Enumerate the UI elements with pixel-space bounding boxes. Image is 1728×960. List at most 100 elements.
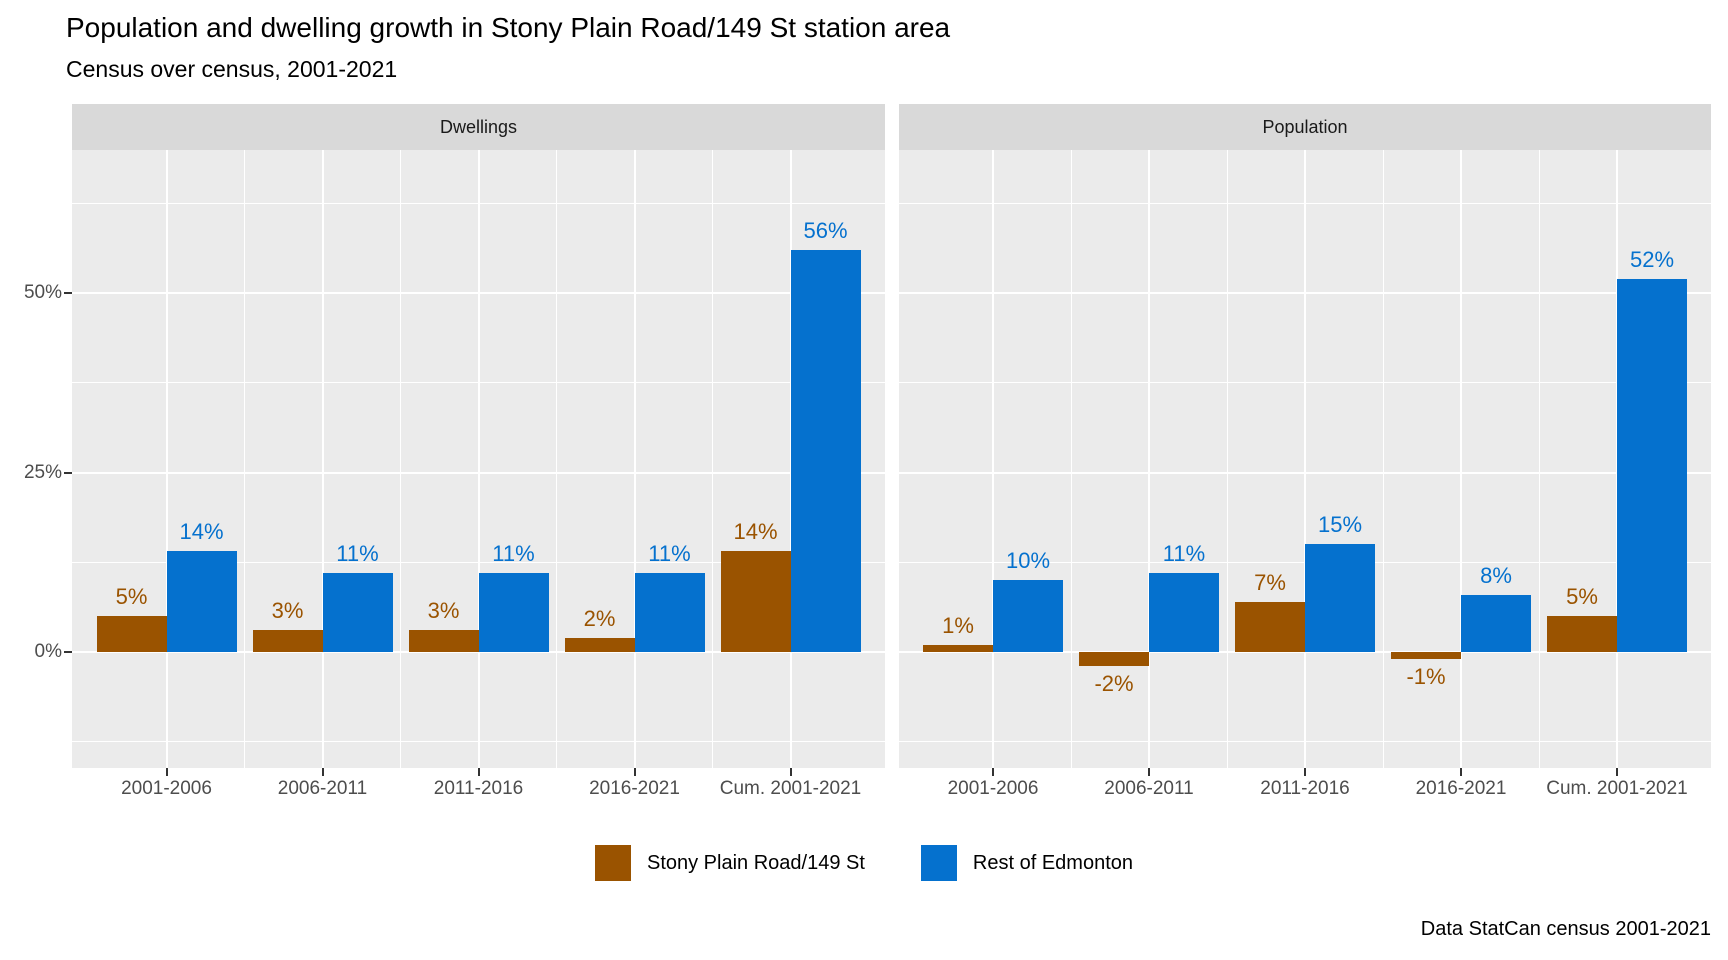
bar-value-label: 11% [492,541,535,567]
x-axis-label: 2016-2021 [1415,778,1507,799]
x-axis-label: Cum. 2001-2021 [719,778,862,799]
bar [1235,601,1305,652]
legend-swatch-stony-plain [594,845,631,881]
bar [252,630,323,652]
bar [322,573,393,652]
y-axis-label: 50% [23,282,62,303]
bar [96,616,167,652]
x-axis-label: 2001-2006 [121,778,212,799]
bar-value-label: 2% [583,605,616,631]
major-gridline-vertical [321,150,324,768]
facet-strip: Dwellings [72,104,885,150]
x-axis-label: 2001-2006 [947,778,1039,799]
y-axis-tick [64,292,72,294]
bar [1305,544,1375,652]
x-axis-label: 2016-2021 [589,778,680,799]
x-axis-tick [789,768,792,776]
bar-value-label: 3% [427,598,460,624]
x-axis-label: Cum. 2001-2021 [1546,778,1688,799]
legend: Stony Plain Road/149 St Rest of Edmonton [0,845,1728,881]
x-axis-tick [165,768,168,776]
bar [166,551,237,652]
y-axis-tick [64,651,72,653]
x-axis-tick [477,768,480,776]
bar [1079,652,1149,667]
facet-panel: 5% 3% 3% 2% 14% 14% 11% 11% 11% 56% [72,150,885,768]
minor-gridline-vertical [400,150,401,768]
bar [408,630,479,652]
facet-panel: 1% -2% 7% -1% 5% 10% 11% 15% 8% 52% [899,150,1711,768]
major-gridline-vertical [1460,150,1462,768]
minor-gridline-vertical [1226,150,1228,768]
x-axis-tick [321,768,324,776]
bar [1547,616,1617,652]
minor-gridline-vertical [556,150,557,768]
minor-gridline-vertical [1070,150,1072,768]
bar-value-label: 10% [1005,548,1051,574]
x-axis-tick [1616,768,1618,776]
bar [720,551,791,652]
bar-value-label: 11% [336,541,379,567]
bar-value-label: 11% [648,541,691,567]
x-axis-tick [1304,768,1306,776]
major-gridline-vertical [992,150,994,768]
chart-subtitle: Census over census, 2001-2021 [66,56,398,82]
bar-value-label: -2% [1094,671,1134,697]
legend-label-rest-of-edmonton: Rest of Edmonton [972,851,1133,874]
x-axis-tick [1148,768,1150,776]
bar [923,644,993,652]
x-axis-label: 2006-2011 [1104,778,1194,799]
caption: Data StatCan census 2001-2021 [1420,918,1711,940]
bar-value-label: 1% [942,612,974,638]
bar-value-label: 8% [1480,562,1512,588]
major-gridline-vertical [1304,150,1306,768]
minor-gridline-vertical [712,150,713,768]
bar [1461,594,1531,652]
facet-strip: Population [899,104,1711,150]
legend-label-stony-plain: Stony Plain Road/149 St [646,851,865,874]
x-axis-label: 2011-2016 [433,778,524,799]
y-axis-label: 0% [34,641,62,662]
bar [1617,278,1687,652]
bar [1149,573,1219,652]
minor-gridline-vertical [1382,150,1384,768]
major-gridline-vertical [477,150,480,768]
bar-value-label: 11% [1162,541,1206,567]
bar [1391,652,1461,660]
minor-gridline-vertical [244,150,245,768]
y-axis-label: 25% [23,461,62,483]
legend-item-stony-plain: Stony Plain Road/149 St [594,845,865,881]
major-gridline-vertical [165,150,168,768]
bar [564,637,635,652]
x-axis-tick [633,768,636,776]
bar [790,249,861,652]
minor-gridline-vertical [1538,150,1540,768]
bar-value-label: 5% [1566,584,1598,610]
facet-strip-label: Dwellings [439,116,518,137]
legend-swatch-rest-of-edmonton [920,845,957,881]
bar-value-label: 15% [1317,512,1363,538]
bar [478,573,549,652]
bar [634,573,705,652]
bar-value-label: -1% [1406,664,1446,690]
x-axis-tick [992,768,994,776]
facet-strip-label: Population [1262,116,1348,137]
y-axis-tick [64,471,72,474]
x-axis-label: 2011-2016 [1260,778,1350,799]
bar-value-label: 56% [803,217,848,243]
x-axis-label: 2006-2011 [277,778,368,799]
bar-value-label: 3% [271,598,304,624]
bar-value-label: 7% [1254,569,1286,595]
bar-value-label: 14% [179,519,224,545]
legend-item-rest-of-edmonton: Rest of Edmonton [920,845,1133,881]
chart-title: Population and dwelling growth in Stony … [66,12,951,43]
bar [993,580,1063,652]
x-axis-tick [1460,768,1462,776]
bar-value-label: 52% [1629,246,1675,272]
major-gridline-vertical [1148,150,1150,768]
bar-value-label: 14% [733,519,778,545]
bar-value-label: 5% [115,584,148,610]
major-gridline-vertical [633,150,636,768]
